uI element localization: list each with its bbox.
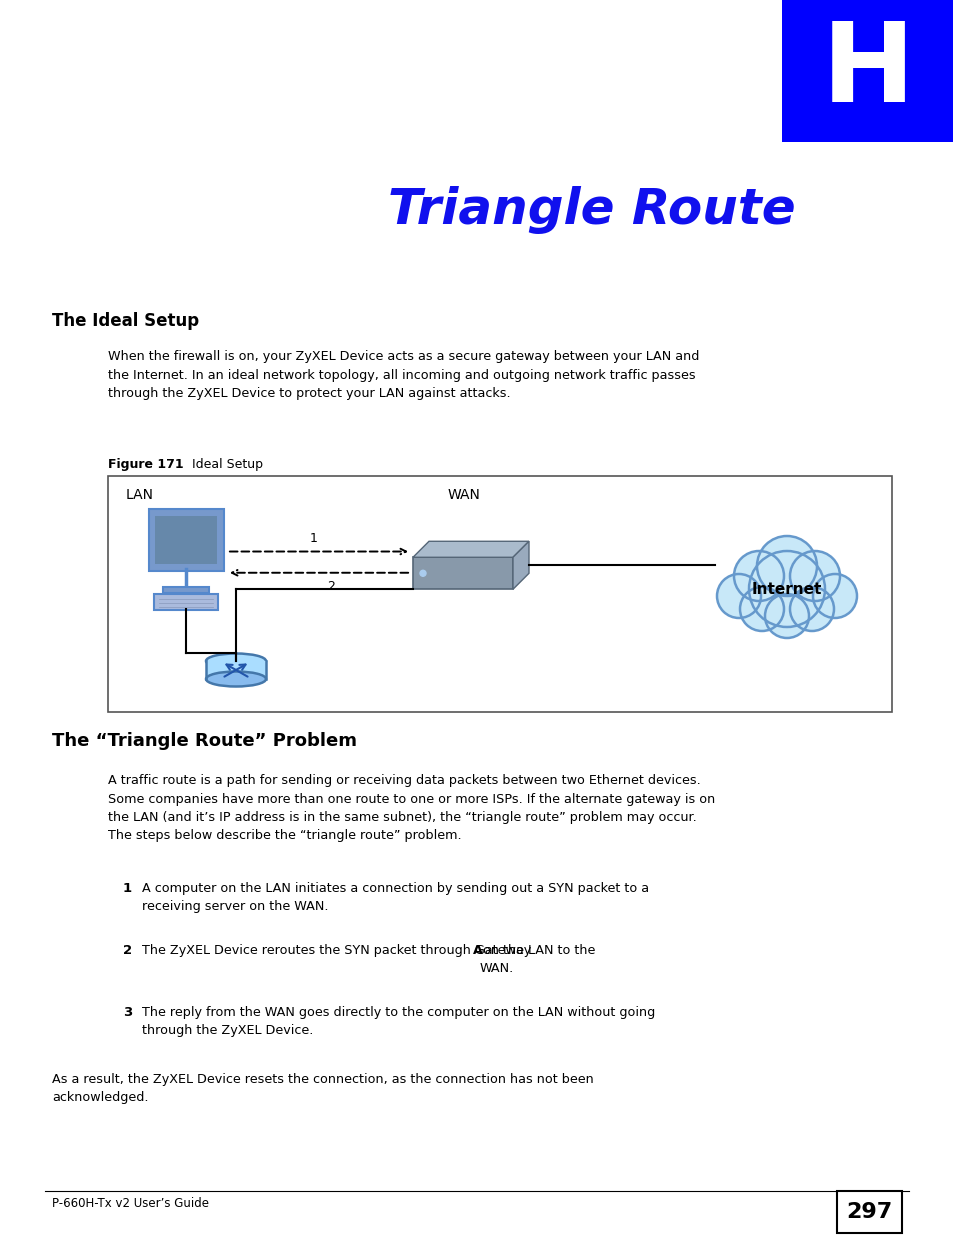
FancyBboxPatch shape [108,475,891,713]
Polygon shape [413,557,513,589]
Text: When the firewall is on, your ZyXEL Device acts as a secure gateway between your: When the firewall is on, your ZyXEL Devi… [108,350,699,400]
FancyBboxPatch shape [163,587,209,593]
FancyBboxPatch shape [836,1191,901,1233]
Text: The Ideal Setup: The Ideal Setup [52,312,199,330]
Text: A computer on the LAN initiates a connection by sending out a SYN packet to a
re: A computer on the LAN initiates a connec… [142,882,648,913]
Text: A: A [472,944,482,957]
Text: As a result, the ZyXEL Device resets the connection, as the connection has not b: As a result, the ZyXEL Device resets the… [52,1073,593,1104]
Text: 2: 2 [327,579,335,593]
Text: 2: 2 [123,944,132,957]
Polygon shape [413,541,529,557]
Text: H: H [821,17,914,125]
Text: 1: 1 [310,531,317,545]
Circle shape [717,574,760,618]
Text: The ZyXEL Device reroutes the SYN packet through Gateway: The ZyXEL Device reroutes the SYN packet… [142,944,535,957]
Ellipse shape [206,672,266,687]
Circle shape [733,551,783,601]
Text: Triangle Route: Triangle Route [387,186,795,233]
Circle shape [764,594,808,638]
Circle shape [757,536,816,597]
Circle shape [419,571,426,577]
Text: 3: 3 [123,1007,132,1019]
FancyBboxPatch shape [149,510,223,571]
Text: Figure 171: Figure 171 [108,458,183,471]
FancyBboxPatch shape [781,0,953,142]
Circle shape [789,551,840,601]
Polygon shape [513,541,529,589]
Text: A traffic route is a path for sending or receiving data packets between two Ethe: A traffic route is a path for sending or… [108,774,715,842]
Text: 1: 1 [123,882,132,895]
FancyBboxPatch shape [154,516,216,564]
FancyBboxPatch shape [206,661,266,679]
Text: Ideal Setup: Ideal Setup [180,458,263,471]
Text: Internet: Internet [751,582,821,597]
Text: 297: 297 [845,1202,892,1221]
Text: WAN: WAN [448,488,480,501]
Circle shape [812,574,856,618]
Ellipse shape [206,653,266,668]
Circle shape [748,551,824,627]
Circle shape [789,587,833,631]
FancyBboxPatch shape [153,594,218,610]
Text: The “Triangle Route” Problem: The “Triangle Route” Problem [52,732,356,750]
Text: The reply from the WAN goes directly to the computer on the LAN without going
th: The reply from the WAN goes directly to … [142,1007,655,1037]
Text: LAN: LAN [126,488,153,501]
Text: P-660H-Tx v2 User’s Guide: P-660H-Tx v2 User’s Guide [52,1197,209,1210]
Text: on the LAN to the
WAN.: on the LAN to the WAN. [478,944,595,974]
Circle shape [740,587,783,631]
